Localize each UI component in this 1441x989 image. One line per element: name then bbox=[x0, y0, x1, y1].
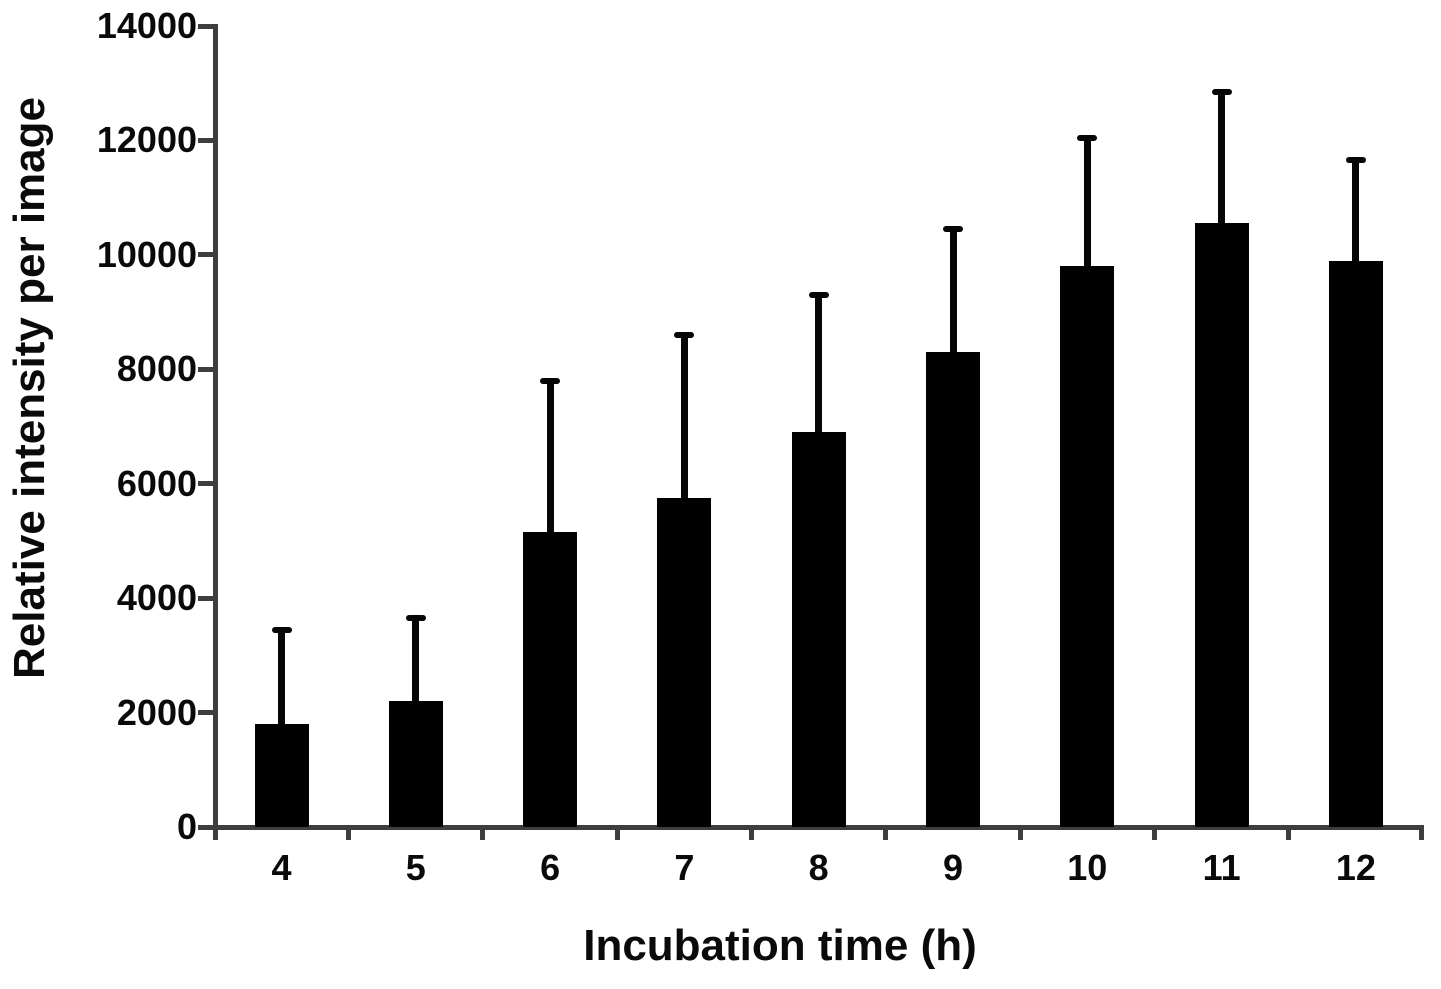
y-axis-tick bbox=[198, 137, 213, 143]
error-bar-cap bbox=[808, 291, 829, 298]
x-tick-label: 9 bbox=[942, 847, 964, 888]
error-bar bbox=[815, 294, 823, 433]
y-axis-line bbox=[213, 24, 218, 840]
bar bbox=[523, 532, 578, 827]
y-tick-label: 14000 bbox=[96, 5, 197, 46]
x-axis-end-tick bbox=[1419, 829, 1424, 840]
x-axis-tick bbox=[1286, 829, 1292, 840]
x-axis-tick bbox=[1151, 829, 1157, 840]
error-bar-cap bbox=[674, 331, 695, 338]
error-bar-cap bbox=[943, 226, 963, 233]
y-tick-label: 6000 bbox=[116, 462, 197, 504]
error-bar-cap bbox=[1211, 88, 1232, 95]
x-axis-title: Incubation time (h) bbox=[583, 921, 977, 970]
y-tick-label: 12000 bbox=[96, 119, 197, 161]
bar bbox=[926, 352, 980, 827]
y-axis-tick bbox=[198, 366, 213, 372]
x-tick-label: 11 bbox=[1202, 847, 1241, 888]
x-tick-label: 7 bbox=[674, 847, 695, 888]
error-bar bbox=[546, 380, 554, 533]
x-tick-label: 4 bbox=[271, 847, 292, 888]
y-tick-label: 10000 bbox=[96, 233, 197, 275]
error-bar bbox=[680, 334, 688, 498]
error-bar-cap bbox=[271, 626, 292, 633]
bar bbox=[254, 724, 309, 827]
error-bar bbox=[1218, 91, 1226, 224]
y-tick-label: 4000 bbox=[116, 577, 197, 619]
x-tick-label: 10 bbox=[1067, 847, 1108, 888]
x-tick-label: 8 bbox=[808, 847, 829, 888]
x-tick-label: 6 bbox=[540, 847, 561, 888]
bar bbox=[1060, 266, 1115, 827]
y-axis-tick bbox=[198, 824, 213, 830]
x-axis-tick bbox=[749, 829, 755, 840]
x-axis-tick bbox=[1017, 829, 1023, 840]
y-axis-tick bbox=[198, 23, 213, 29]
x-axis-tick bbox=[346, 829, 352, 840]
y-tick-label: 0 bbox=[176, 806, 197, 847]
y-axis-tick bbox=[198, 481, 213, 487]
y-axis-tick bbox=[198, 252, 213, 258]
error-bar-cap bbox=[1345, 157, 1366, 164]
x-axis-tick bbox=[883, 829, 889, 840]
y-tick-label: 2000 bbox=[116, 691, 197, 733]
error-bar-cap bbox=[405, 615, 426, 622]
bar bbox=[657, 498, 712, 827]
error-bar bbox=[949, 229, 957, 353]
error-bar bbox=[1083, 137, 1091, 267]
error-bar bbox=[278, 629, 285, 724]
error-bar bbox=[412, 618, 420, 702]
bar bbox=[1328, 260, 1383, 827]
error-bar-cap bbox=[1077, 134, 1098, 141]
bar bbox=[1194, 223, 1249, 827]
x-axis-line bbox=[213, 824, 1424, 830]
bar bbox=[791, 432, 846, 827]
y-axis-tick bbox=[198, 710, 213, 716]
x-axis-tick bbox=[614, 829, 620, 840]
x-axis-tick bbox=[480, 829, 486, 840]
y-axis-tick bbox=[198, 595, 213, 601]
x-tick-label: 5 bbox=[405, 847, 426, 888]
bar bbox=[388, 701, 443, 827]
y-tick-label: 8000 bbox=[116, 348, 197, 390]
error-bar bbox=[1352, 160, 1360, 261]
x-tick-label: 12 bbox=[1335, 847, 1376, 888]
error-bar-cap bbox=[540, 377, 561, 384]
